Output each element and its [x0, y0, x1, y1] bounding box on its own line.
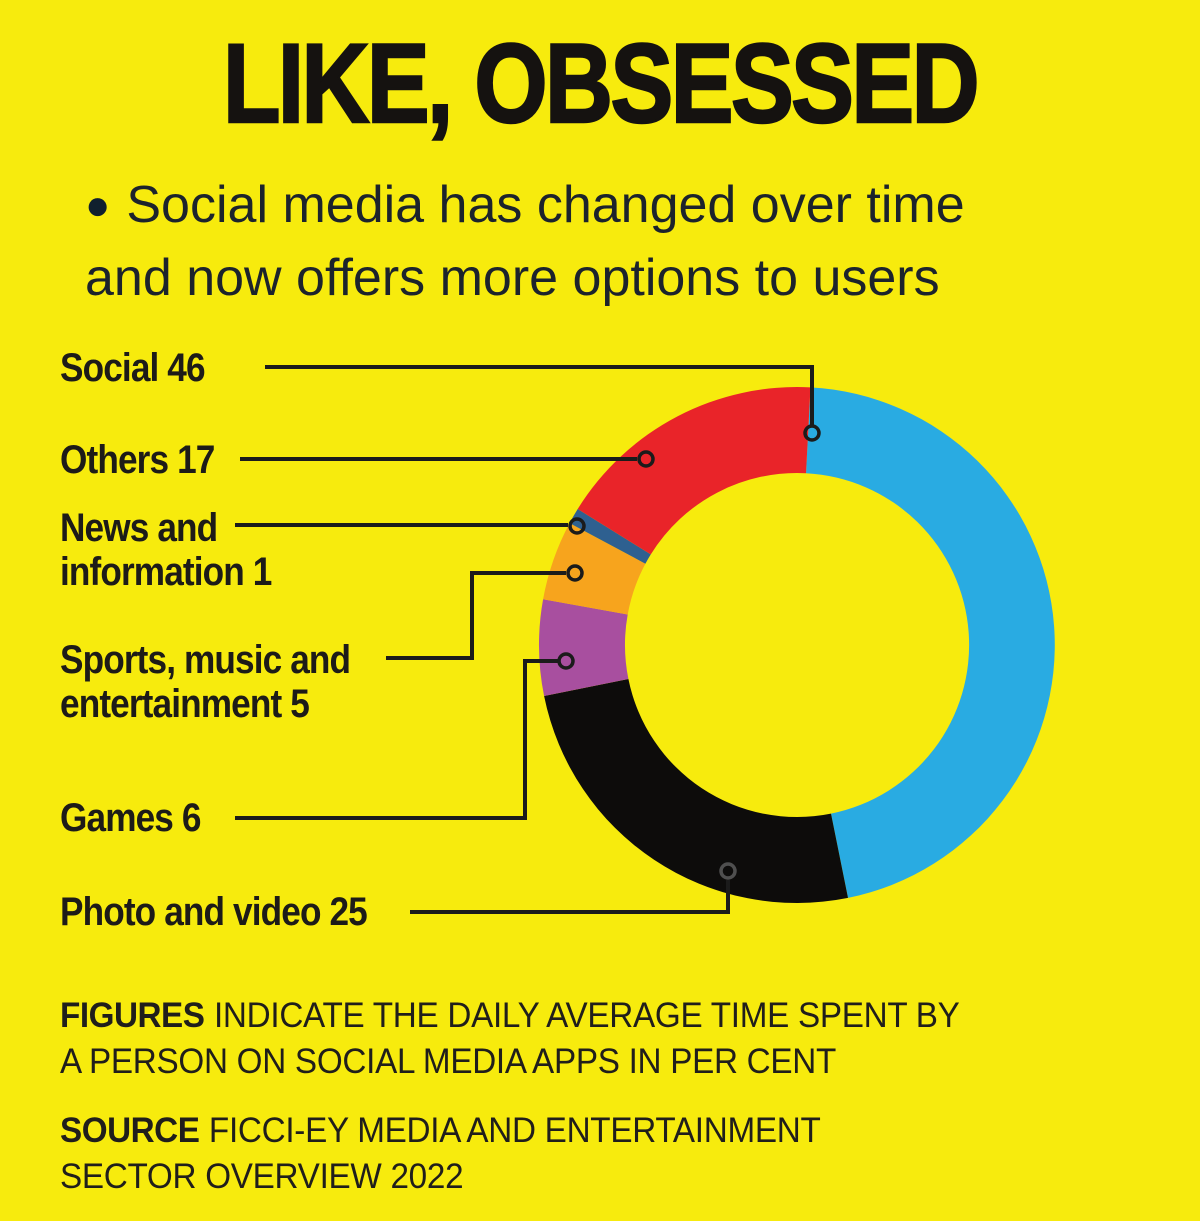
footer-figures-label: FIGURES	[60, 996, 205, 1035]
subtitle: ● Social media has changed over time and …	[85, 170, 965, 313]
subtitle-line-1: ● Social media has changed over time	[85, 170, 965, 243]
marker-sports	[566, 564, 584, 582]
subtitle-text-1: Social media has changed over time	[126, 176, 965, 234]
marker-games	[557, 652, 575, 670]
page-title: LIKE, OBSESSED	[222, 21, 981, 146]
footer-source-line2: SECTOR OVERVIEW 2022	[60, 1157, 464, 1196]
leader-games	[235, 659, 558, 820]
marker-others	[637, 450, 655, 468]
marker-photo	[719, 862, 737, 880]
footer-figures-line1: FIGURES INDICATE THE DAILY AVERAGE TIME S…	[60, 993, 960, 1039]
callout-sports-line2: entertainment 5	[60, 682, 310, 726]
donut-segment-others	[577, 387, 811, 555]
callout-games: Games 6	[60, 796, 201, 840]
callout-others-line1: Others 17	[60, 438, 215, 482]
leader-photo	[410, 880, 730, 914]
donut-segment-social	[806, 387, 1055, 898]
footer-source-label: SOURCE	[60, 1111, 200, 1150]
callout-news-line1: News and	[60, 506, 218, 550]
footer-source-text1: FICCI-EY MEDIA AND ENTERTAINMENT	[208, 1111, 821, 1150]
leader-social	[265, 365, 814, 425]
callout-photo: Photo and video 25	[60, 890, 368, 934]
leader-sports	[386, 571, 566, 660]
footer-figures-line2: A PERSON ON SOCIAL MEDIA APPS IN PER CEN…	[60, 1042, 837, 1081]
donut-segments	[539, 387, 1055, 903]
subtitle-line-2: and now offers more options to users	[85, 249, 940, 307]
leader-lines	[235, 365, 821, 914]
footer-figures-text1: INDICATE THE DAILY AVERAGE TIME SPENT BY	[213, 996, 960, 1035]
donut-segment-photo-and-video	[544, 679, 848, 903]
callout-games-line1: Games 6	[60, 796, 201, 840]
footer-figures: FIGURES INDICATE THE DAILY AVERAGE TIME S…	[60, 993, 960, 1085]
callout-photo-line1: Photo and video 25	[60, 890, 368, 934]
marker-news	[568, 517, 586, 535]
marker-social	[803, 424, 821, 442]
callout-sports: Sports, music and entertainment 5	[60, 638, 351, 726]
callout-social-line1: Social 46	[60, 346, 206, 390]
footer-source: SOURCE FICCI-EY MEDIA AND ENTERTAINMENT S…	[60, 1108, 821, 1200]
callout-social: Social 46	[60, 346, 206, 390]
callout-sports-line1: Sports, music and	[60, 638, 351, 682]
callout-news: News and information 1	[60, 506, 272, 594]
donut-segment-sports-music-and-entertainment	[543, 523, 646, 615]
footer-source-line1: SOURCE FICCI-EY MEDIA AND ENTERTAINMENT	[60, 1108, 821, 1154]
donut-segment-games	[539, 599, 629, 696]
callout-others: Others 17	[60, 438, 215, 482]
callout-news-line2: information 1	[60, 550, 272, 594]
donut-segment-news-and-information	[569, 509, 651, 564]
bullet-icon: ●	[85, 181, 111, 228]
